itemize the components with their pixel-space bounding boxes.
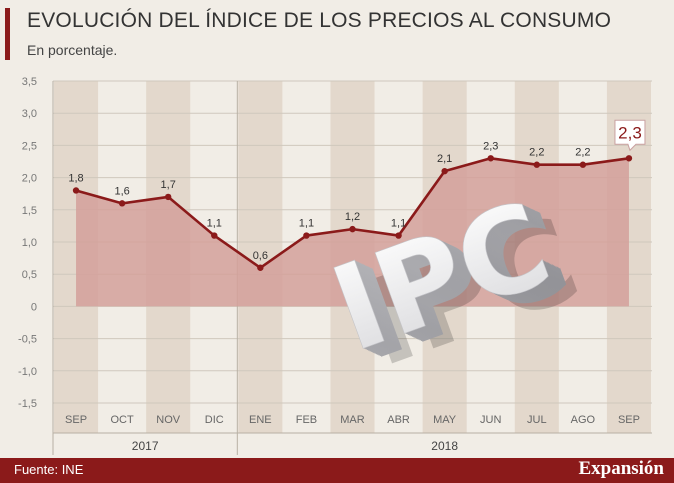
brand-logo: Expansión — [578, 458, 664, 479]
chart-subtitle: En porcentaje. — [27, 42, 118, 58]
data-label: 2,2 — [575, 147, 590, 159]
x-tick-label: NOV — [156, 414, 181, 426]
data-label: 1,2 — [345, 211, 360, 223]
data-label: 2,1 — [437, 153, 452, 165]
y-tick-label: 3,0 — [22, 108, 37, 120]
source-text: Fuente: INE — [14, 462, 84, 477]
x-tick-label: MAY — [433, 414, 457, 426]
y-tick-label: -0,5 — [18, 334, 37, 346]
x-tick-label: SEP — [65, 414, 87, 426]
x-tick-label: SEP — [618, 414, 640, 426]
line-layer — [72, 155, 633, 271]
y-tick-label: -1,0 — [18, 366, 37, 378]
data-point — [118, 200, 126, 207]
chart: IPCIPCIPCIPCIPCIPCIPCIPCIPCIPCIPCIPCIPCI… — [18, 76, 652, 455]
data-point — [349, 225, 356, 233]
y-tick-label: 0 — [31, 301, 37, 313]
data-point — [72, 187, 80, 194]
chart-title: EVOLUCIÓN DEL ÍNDICE DE LOS PRECIOS AL C… — [27, 9, 612, 32]
y-tick-label: 3,5 — [22, 76, 37, 88]
title-accent-bar — [5, 8, 10, 60]
x-tick-label: FEB — [296, 414, 317, 426]
data-point — [257, 264, 264, 271]
data-label: 0,6 — [253, 250, 268, 262]
highlight-label: 2,3 — [618, 123, 642, 142]
x-tick-label: AGO — [571, 414, 596, 426]
y-tick-label: 1,5 — [22, 205, 37, 217]
y-tick-label: 2,5 — [22, 140, 37, 152]
x-tick-label: ENE — [249, 414, 272, 426]
data-point — [441, 167, 448, 175]
data-point — [164, 193, 172, 201]
data-label: 2,3 — [483, 140, 498, 152]
year-label: 2018 — [431, 439, 458, 453]
data-point — [625, 155, 633, 162]
x-axis-labels: SEP OCT NOV DIC ENE FEB MAR ABR MAY JUN JUL AGO SEP — [65, 414, 640, 426]
area-layer — [76, 158, 629, 307]
highlight-callout — [614, 119, 646, 152]
data-label: 1,8 — [68, 172, 83, 184]
year-labels: 2017 2018 — [132, 439, 459, 453]
data-label: 1,1 — [207, 218, 222, 230]
x-tick-label: ABR — [387, 414, 410, 426]
data-label: 1,6 — [114, 185, 129, 197]
data-point — [395, 232, 402, 239]
series-area — [76, 158, 629, 307]
data-label: 2,2 — [529, 147, 544, 159]
data-labels: 1,8 1,6 1,7 1,1 0,6 1,1 1,2 1,1 2,1 2,3 2,2 2,2 2,3 — [68, 119, 646, 262]
data-point — [533, 161, 541, 168]
data-point — [303, 232, 310, 239]
data-point — [487, 155, 494, 162]
x-tick-label: DIC — [205, 414, 224, 426]
y-tick-label: 1,0 — [22, 237, 37, 249]
data-label: 1,1 — [391, 218, 406, 230]
year-label: 2017 — [132, 439, 159, 453]
data-label: 1,7 — [161, 179, 176, 191]
x-tick-label: JUN — [480, 414, 501, 426]
data-point — [579, 161, 587, 168]
y-tick-label: 2,0 — [22, 173, 37, 185]
y-tick-label: -1,5 — [18, 398, 37, 410]
x-tick-label: OCT — [110, 414, 134, 426]
y-tick-label: 0,5 — [22, 269, 37, 281]
data-point — [211, 232, 218, 239]
x-tick-label: MAR — [340, 414, 365, 426]
x-tick-label: JUL — [527, 414, 547, 426]
data-label: 1,1 — [299, 218, 314, 230]
y-axis-labels: 3,5 3,0 2,5 2,0 1,5 1,0 0,5 0 -0,5 -1,0 -1,5 — [18, 76, 37, 410]
footer: Fuente: INE Expansión — [0, 458, 674, 483]
